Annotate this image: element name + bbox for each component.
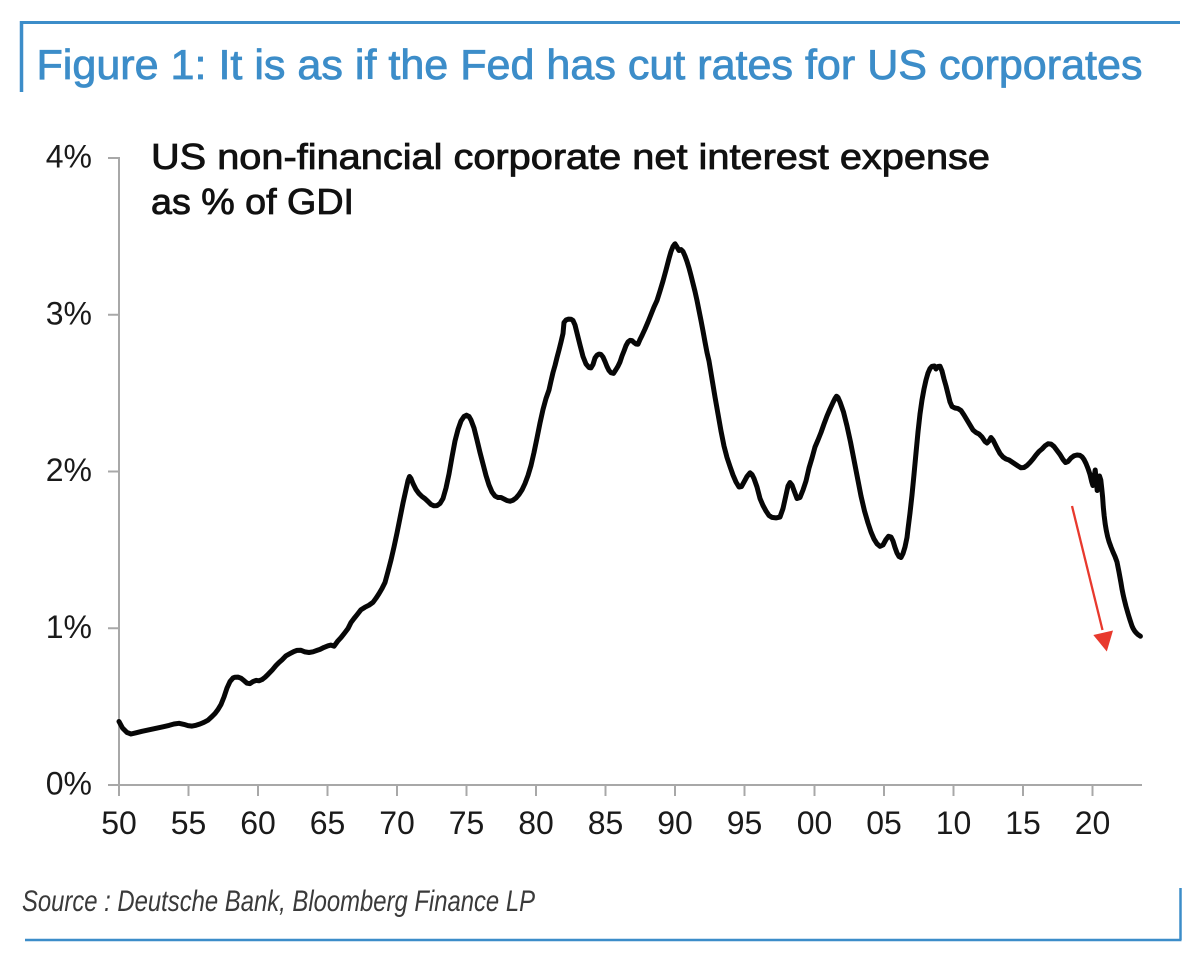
svg-text:2%: 2% bbox=[46, 452, 92, 488]
svg-text:US non-financial corporate net: US non-financial corporate net interest … bbox=[151, 136, 990, 177]
svg-text:90: 90 bbox=[657, 805, 693, 841]
svg-text:50: 50 bbox=[101, 805, 137, 841]
svg-text:00: 00 bbox=[797, 805, 833, 841]
svg-text:75: 75 bbox=[449, 805, 485, 841]
svg-text:4%: 4% bbox=[46, 139, 92, 175]
svg-text:3%: 3% bbox=[46, 295, 92, 331]
svg-text:95: 95 bbox=[727, 805, 763, 841]
svg-text:15: 15 bbox=[1005, 805, 1041, 841]
svg-text:85: 85 bbox=[588, 805, 624, 841]
svg-text:Source : Deutsche Bank, Bloomb: Source : Deutsche Bank, Bloomberg Financ… bbox=[22, 885, 535, 918]
svg-text:60: 60 bbox=[240, 805, 276, 841]
svg-text:as % of GDI: as % of GDI bbox=[151, 181, 354, 222]
svg-text:Figure 1: It is as if the Fed: Figure 1: It is as if the Fed has cut ra… bbox=[37, 41, 1143, 88]
svg-text:80: 80 bbox=[518, 805, 554, 841]
svg-text:10: 10 bbox=[936, 805, 972, 841]
svg-text:20: 20 bbox=[1075, 805, 1111, 841]
svg-text:70: 70 bbox=[379, 805, 415, 841]
svg-text:0%: 0% bbox=[46, 766, 92, 802]
svg-text:55: 55 bbox=[171, 805, 207, 841]
svg-text:65: 65 bbox=[310, 805, 346, 841]
svg-text:1%: 1% bbox=[46, 609, 92, 645]
svg-text:05: 05 bbox=[866, 805, 902, 841]
